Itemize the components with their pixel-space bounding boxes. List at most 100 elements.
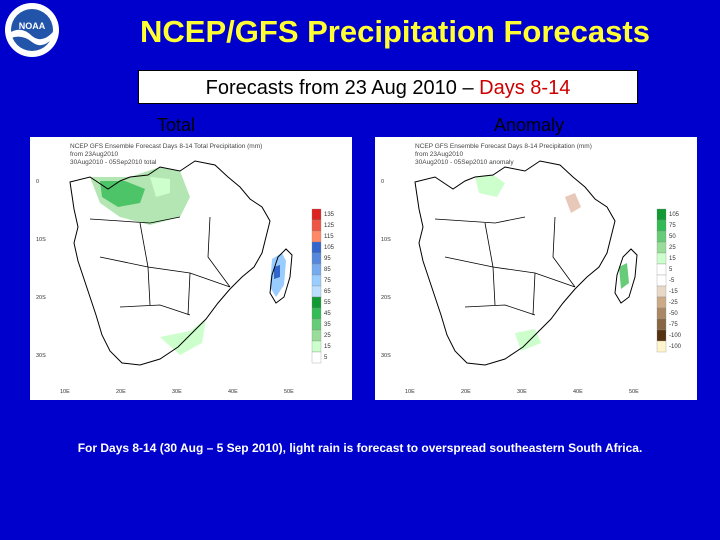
lon-tick-label: 10E <box>60 389 70 395</box>
map-header-line: 30Aug2010 - 05Sep2010 anomaly <box>415 159 514 166</box>
madagascar-outline <box>269 248 293 304</box>
colorbar-label: -100 <box>669 333 682 339</box>
anomaly-area <box>565 193 581 213</box>
colorbar-label: -50 <box>669 311 678 317</box>
subtitle-days: Days 8-14 <box>479 77 571 99</box>
colorbar-swatch <box>656 219 667 232</box>
map-header-line: from 23Aug2010 <box>415 151 463 158</box>
colorbar-label: 125 <box>324 223 335 229</box>
colorbar-label: -5 <box>669 278 675 284</box>
lat-tick-label: 30S <box>381 353 391 359</box>
map-background <box>375 137 697 400</box>
coastline <box>69 160 271 366</box>
lon-tick-label: 50E <box>629 389 639 395</box>
colorbar-label: 35 <box>324 322 331 328</box>
colorbar-swatch <box>311 296 322 309</box>
colorbar-swatch <box>311 219 322 232</box>
colorbar-swatch <box>656 274 667 287</box>
colorbar-label: -15 <box>669 289 678 295</box>
colorbar-label: -75 <box>669 322 678 328</box>
precip-area <box>100 181 145 207</box>
map-header-line: 30Aug2010 - 05Sep2010 total <box>70 159 157 166</box>
map-header-line: from 23Aug2010 <box>70 151 118 158</box>
lat-tick-label: 20S <box>381 295 391 301</box>
lat-tick-label: 0 <box>36 179 39 185</box>
colorbar-swatch <box>311 318 322 331</box>
anomaly-panel-label: Anomaly <box>494 115 565 135</box>
lat-tick-label: 30S <box>36 353 46 359</box>
colorbar-label: -100 <box>669 344 682 350</box>
colorbar-swatch <box>656 307 667 320</box>
colorbar-swatch <box>656 263 667 276</box>
colorbar-swatch <box>311 208 322 221</box>
lat-tick-label: 20S <box>36 295 46 301</box>
colorbar-swatch <box>311 340 322 353</box>
map-header-line: NCEP GFS Ensemble Forecast Days 8-14 Tot… <box>70 143 262 150</box>
colorbar-swatch <box>311 307 322 320</box>
lon-tick-label: 10E <box>405 389 415 395</box>
lon-tick-label: 20E <box>461 389 471 395</box>
colorbar-label: 55 <box>324 300 331 306</box>
colorbar-label: -25 <box>669 300 678 306</box>
lon-tick-label: 30E <box>517 389 527 395</box>
colorbar-label: 5 <box>324 355 328 361</box>
colorbar-label: 135 <box>324 212 335 218</box>
colorbar-swatch <box>311 351 322 364</box>
colorbar-swatch <box>656 241 667 254</box>
colorbar-swatch <box>656 230 667 243</box>
lon-tick-label: 20E <box>116 389 126 395</box>
madagascar-outline <box>614 248 638 304</box>
colorbar-swatch <box>311 263 322 276</box>
lat-tick-label: 0 <box>381 179 384 185</box>
colorbar-swatch <box>311 252 322 265</box>
country-borders <box>89 216 231 316</box>
colorbar-label: 5 <box>669 267 673 273</box>
precip-area <box>160 319 206 355</box>
forecast-subtitle: Forecasts from 23 Aug 2010 – Days 8-14 <box>138 70 638 104</box>
lon-tick-label: 30E <box>172 389 182 395</box>
lon-tick-label: 50E <box>284 389 294 395</box>
anomaly-area <box>619 263 629 289</box>
anomaly-area <box>475 175 505 197</box>
lon-tick-label: 40E <box>228 389 238 395</box>
colorbar-label: 25 <box>324 333 331 339</box>
colorbar-label: 50 <box>669 234 676 240</box>
colorbar-label: 65 <box>324 289 331 295</box>
total-panel-label: Total <box>157 115 196 135</box>
colorbar-label: 105 <box>324 245 335 251</box>
colorbar-swatch <box>311 285 322 298</box>
coastline <box>414 160 616 366</box>
colorbar-label: 15 <box>669 256 676 262</box>
anomaly-area <box>515 329 541 351</box>
colorbar-swatch <box>656 285 667 298</box>
subtitle-prefix: Forecasts from 23 Aug 2010 – <box>205 77 480 99</box>
colorbar-swatch <box>656 318 667 331</box>
colorbar-swatch <box>656 296 667 309</box>
colorbar-label: 105 <box>669 212 680 218</box>
logo-text: NOAA <box>19 21 46 31</box>
total-precip-map: NCEP GFS Ensemble Forecast Days 8-14 Tot… <box>30 137 352 400</box>
map-background <box>30 137 352 400</box>
noaa-logo-icon: NOAA <box>5 3 59 57</box>
colorbar-label: 25 <box>669 245 676 251</box>
colorbar-swatch <box>311 241 322 254</box>
precip-area <box>150 177 170 197</box>
colorbar-label: 45 <box>324 311 331 317</box>
lat-tick-label: 10S <box>381 237 391 243</box>
colorbar-swatch <box>311 274 322 287</box>
colorbar-swatch <box>311 329 322 342</box>
colorbar-swatch <box>656 252 667 265</box>
forecast-caption: For Days 8-14 (30 Aug – 5 Sep 2010), lig… <box>77 441 643 455</box>
colorbar-label: 115 <box>324 234 334 240</box>
colorbar-swatch <box>656 340 667 353</box>
colorbar-swatch <box>656 329 667 342</box>
precip-area <box>274 265 280 279</box>
colorbar-label: 85 <box>324 267 331 273</box>
colorbar-label: 95 <box>324 256 331 262</box>
colorbar-swatch <box>311 230 322 243</box>
map-header-line: NCEP GFS Ensemble Forecast Days 8-14 Pre… <box>415 143 592 150</box>
colorbar-label: 75 <box>669 223 676 229</box>
lon-tick-label: 40E <box>573 389 583 395</box>
colorbar-label: 15 <box>324 344 331 350</box>
colorbar-label: 75 <box>324 278 331 284</box>
